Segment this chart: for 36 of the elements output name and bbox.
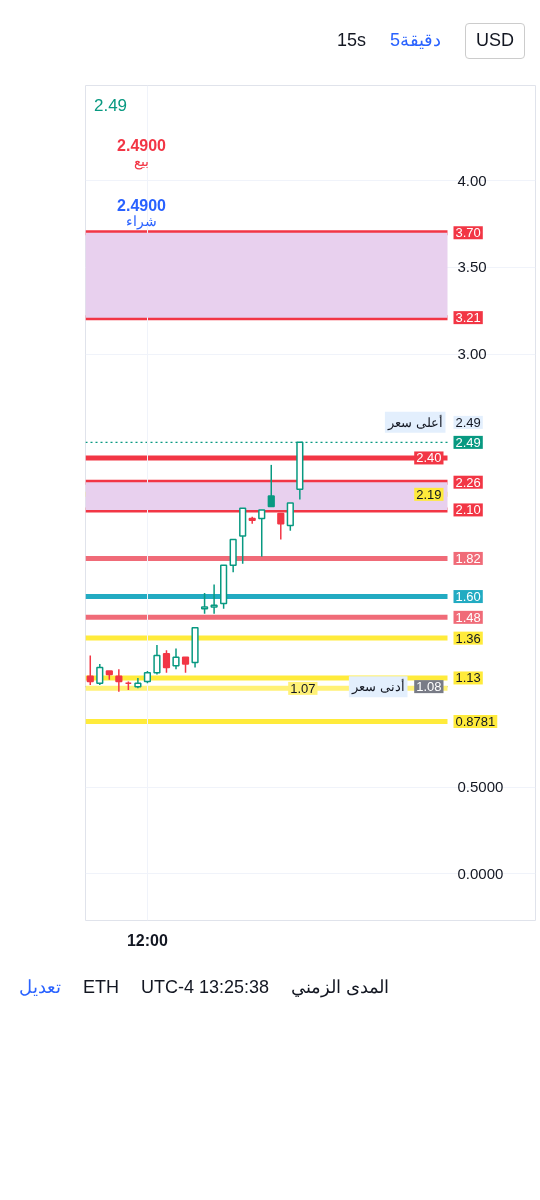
text: ETH bbox=[83, 976, 119, 999]
ref-line-label: 3.21 bbox=[455, 310, 481, 326]
ref-line-label: 1.60 bbox=[455, 589, 481, 605]
ref-line-label: 2.26 bbox=[455, 474, 481, 490]
annotation: 2.4900 bbox=[117, 136, 167, 154]
annotation: 2.49 bbox=[93, 95, 128, 115]
ref-line-label: 0.8781 bbox=[455, 714, 496, 730]
y-tick-label: 0.5000 bbox=[457, 778, 504, 796]
text: UTC-4 13:25:38 bbox=[141, 976, 270, 999]
text: المدى الزمني bbox=[291, 976, 390, 1000]
text: 5دقيقة bbox=[389, 29, 441, 52]
ref-line-label: 1.08 bbox=[416, 679, 442, 695]
ref-line-label: 3.70 bbox=[455, 225, 481, 241]
annotation: 2.4900 bbox=[117, 196, 167, 214]
annotation: أعلى سعر bbox=[386, 413, 443, 431]
text: 15s bbox=[336, 29, 366, 52]
text: 12:00 bbox=[126, 931, 168, 949]
ref-line-label: 2.10 bbox=[455, 502, 481, 518]
ref-line-label: 1.82 bbox=[455, 550, 481, 566]
ref-line-label: 2.40 bbox=[416, 450, 442, 466]
y-tick-label: 3.50 bbox=[457, 258, 487, 276]
annotation: شراء bbox=[126, 212, 157, 230]
text: USD bbox=[464, 23, 525, 59]
annotation: بيع bbox=[134, 152, 149, 170]
ref-line-label: 1.07 bbox=[290, 680, 316, 696]
ref-line-label: 2.49 bbox=[455, 434, 481, 450]
y-tick-label: 4.00 bbox=[457, 171, 487, 189]
ref-line-label: 2.19 bbox=[416, 486, 442, 502]
text: تعديل bbox=[19, 976, 61, 999]
y-tick-label: 3.00 bbox=[457, 345, 487, 363]
ref-line-label: 1.13 bbox=[455, 670, 481, 686]
ref-line-label: 1.48 bbox=[455, 609, 481, 625]
ref-line-label: 1.36 bbox=[455, 630, 481, 646]
text: 2.49 bbox=[455, 414, 481, 430]
annotation: أدنى سعر bbox=[350, 678, 405, 696]
y-tick-label: 0.0000 bbox=[457, 864, 504, 882]
